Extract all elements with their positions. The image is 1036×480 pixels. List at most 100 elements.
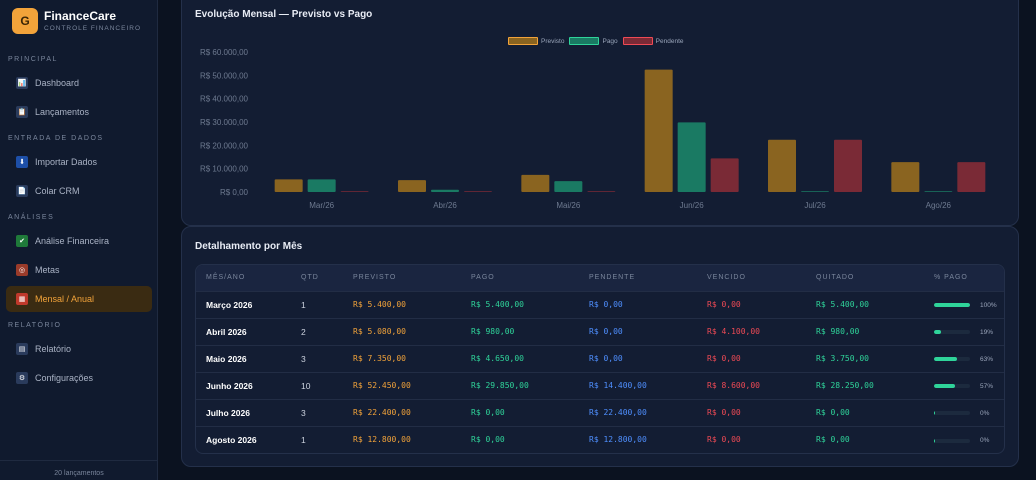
bar-previsto	[891, 162, 920, 192]
cell-quitado: R$ 28.250,00	[816, 371, 934, 399]
legend-item-previsto[interactable]: Previsto	[508, 37, 564, 45]
app-name: FinanceCare	[44, 9, 117, 23]
sidebar-item-gear[interactable]: ⚙ Configurações	[6, 365, 152, 391]
x-tick-label: Jul/26	[804, 201, 826, 210]
col-header-vencido[interactable]: VENCIDO	[707, 265, 816, 291]
x-tick-label: Mai/26	[556, 201, 581, 210]
import-icon: ⬇	[16, 156, 28, 168]
cell-qtd: 1	[301, 425, 353, 453]
cell-quitado: R$ 980,00	[816, 317, 934, 345]
table-title: Detalhamento por Mês	[195, 241, 303, 252]
legend-label: Previsto	[541, 37, 565, 45]
cell-quitado: R$ 0,00	[816, 425, 934, 453]
sidebar-item-target[interactable]: ◎ Metas	[6, 257, 152, 283]
sidebar-item-import[interactable]: ⬇ Importar Dados	[6, 149, 152, 175]
cell-quitado: R$ 5.400,00	[816, 290, 934, 318]
app-subtitle: CONTROLE FINANCEIRO	[44, 25, 142, 32]
y-tick-label: R$ 30.000,00	[200, 118, 249, 127]
progress-fill	[934, 438, 936, 443]
y-tick-label: R$ 40.000,00	[200, 95, 249, 104]
col-header-pago[interactable]: PAGO	[471, 265, 589, 291]
progress-fill	[934, 411, 936, 416]
cell-previsto: R$ 12.800,00	[353, 425, 471, 453]
progress-bar	[934, 330, 970, 335]
bar-pendente	[587, 191, 616, 192]
table-row[interactable]: Julho 2026 3 R$ 22.400,00 R$ 0,00 R$ 22.400,…	[196, 398, 1004, 426]
calendar-icon: ▦	[16, 293, 28, 305]
pct-label: 63%	[980, 355, 994, 363]
report-icon: ▤	[16, 343, 28, 355]
col-header-previsto[interactable]: PREVISTO	[353, 265, 471, 291]
y-tick-label: R$ 60.000,00	[200, 48, 249, 57]
monthly-table: MÊS/ANO QTD PREVISTO PAGO PENDENTE VENCI…	[195, 264, 1005, 454]
pct-label: 19%	[980, 328, 994, 336]
sidebar-item-chart[interactable]: 📊 Dashboard	[6, 70, 152, 96]
col-header-pendente[interactable]: PENDENTE	[589, 265, 707, 291]
cell-pago: R$ 29.850,00	[471, 371, 589, 399]
table-header-row: MÊS/ANO QTD PREVISTO PAGO PENDENTE VENCI…	[196, 265, 1004, 291]
sidebar-item-calendar[interactable]: ▦ Mensal / Anual	[6, 286, 152, 312]
pct-label: 57%	[980, 382, 994, 390]
col-header-pct-pago[interactable]: % PAGO	[934, 265, 1004, 291]
cell-mes: Maio 2026	[196, 344, 301, 372]
cell-pago: R$ 4.650,00	[471, 344, 589, 372]
table-row[interactable]: Março 2026 1 R$ 5.400,00 R$ 5.400,00 R$ 0,00…	[196, 290, 1004, 318]
legend-item-pendente[interactable]: Pendente	[622, 37, 684, 45]
bar-pago	[801, 191, 829, 192]
cell-previsto: R$ 22.400,00	[353, 398, 471, 426]
cell-previsto: R$ 7.350,00	[353, 344, 471, 372]
col-header-quitado[interactable]: QUITADO	[816, 265, 934, 291]
sidebar-item-clipboard[interactable]: 📋 Lançamentos	[6, 99, 152, 125]
table-row[interactable]: Agosto 2026 1 R$ 12.800,00 R$ 0,00 R$ 12.800…	[196, 425, 1004, 453]
sidebar-item-trend[interactable]: ✔ Análise Financeira	[6, 228, 152, 254]
progress-bar	[934, 411, 970, 416]
legend-label: Pendente	[655, 37, 684, 45]
progress-fill	[934, 330, 941, 335]
cell-quitado: R$ 3.750,00	[816, 344, 934, 372]
clipboard-icon: 📋	[16, 106, 28, 118]
cell-pendente: R$ 0,00	[589, 344, 707, 372]
bar-previsto	[274, 179, 303, 192]
sidebar-item-label: Mensal / Anual	[35, 294, 95, 304]
bar-previsto	[521, 174, 550, 192]
cell-pct-pago: 19%	[934, 317, 1004, 345]
sidebar-item-report[interactable]: ▤ Relatório	[6, 336, 152, 362]
sidebar-section-label: RELATÓRIO	[8, 322, 62, 329]
cell-quitado: R$ 0,00	[816, 398, 934, 426]
cell-mes: Agosto 2026	[196, 425, 301, 453]
cell-previsto: R$ 52.450,00	[353, 371, 471, 399]
x-tick-label: Ago/26	[926, 201, 952, 210]
cell-mes: Julho 2026	[196, 398, 301, 426]
sidebar-item-label: Relatório	[35, 344, 72, 354]
cell-mes: Abril 2026	[196, 317, 301, 345]
progress-bar	[934, 303, 970, 308]
pct-label: 0%	[980, 409, 990, 417]
bar-pendente	[340, 191, 369, 192]
sidebar-item-label: Dashboard	[35, 78, 80, 88]
col-header-qtd[interactable]: QTD	[301, 265, 353, 291]
cell-pct-pago: 0%	[934, 398, 1004, 426]
cell-pendente: R$ 0,00	[589, 290, 707, 318]
bar-pago	[431, 189, 459, 192]
target-icon: ◎	[16, 264, 28, 276]
sidebar-section-label: ENTRADA DE DADOS	[8, 135, 104, 142]
sidebar-item-document[interactable]: 📄 Colar CRM	[6, 178, 152, 204]
table-row[interactable]: Maio 2026 3 R$ 7.350,00 R$ 4.650,00 R$ 0,00 R…	[196, 344, 1004, 372]
y-tick-label: R$ 20.000,00	[200, 141, 249, 150]
table-row[interactable]: Abril 2026 2 R$ 5.080,00 R$ 980,00 R$ 0,00 R$…	[196, 317, 1004, 345]
cell-mes: Junho 2026	[196, 371, 301, 399]
col-header-mes[interactable]: MÊS/ANO	[196, 265, 301, 291]
cell-pct-pago: 57%	[934, 371, 1004, 399]
bar-pago	[924, 191, 953, 192]
cell-qtd: 3	[301, 344, 353, 372]
table-row[interactable]: Junho 2026 10 R$ 52.450,00 R$ 29.850,00 R$ 1…	[196, 371, 1004, 399]
bar-previsto	[644, 69, 673, 192]
chart-legend: Previsto Pago Pendente	[508, 37, 689, 45]
bar-pago	[677, 122, 706, 192]
sidebar: G FinanceCare CONTROLE FINANCEIRO PRINCI…	[0, 0, 158, 480]
bar-pendente	[957, 162, 986, 192]
legend-item-pago[interactable]: Pago	[569, 37, 618, 45]
cell-qtd: 10	[301, 371, 353, 399]
cell-previsto: R$ 5.080,00	[353, 317, 471, 345]
sidebar-section-label: PRINCIPAL	[8, 56, 58, 63]
